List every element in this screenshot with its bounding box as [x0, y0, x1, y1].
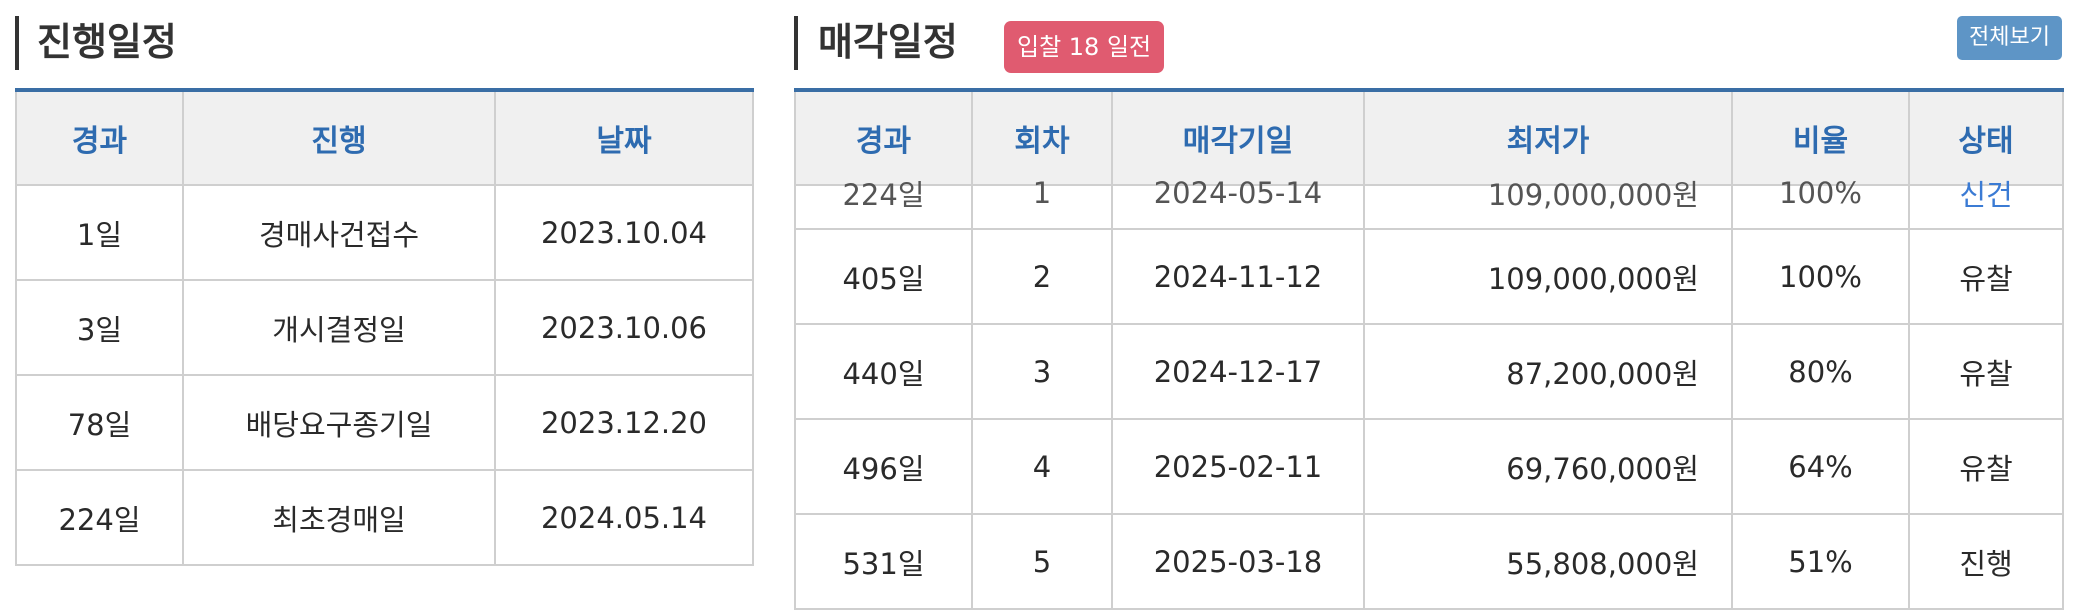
cell-date: 2023.12.20 [494, 374, 754, 471]
cell-ratio: 51% [1731, 513, 1910, 610]
cell-date: 2023.10.04 [494, 184, 754, 281]
cell-status: 유찰 [1908, 418, 2064, 515]
title-accent-bar [794, 16, 798, 70]
cell-status: 유찰 [1908, 228, 2064, 325]
table-row: 224일 최초경매일 2024.05.14 [15, 469, 754, 566]
cell-elapsed-text: 224일 [842, 178, 925, 212]
cell-event: 경매사건접수 [182, 184, 496, 281]
column-header-date: 날짜 [494, 90, 754, 186]
cell-elapsed: 3일 [15, 279, 184, 376]
progress-schedule-header: 진행일정 [15, 0, 752, 88]
cell-elapsed: 224일 [794, 178, 973, 230]
cell-round: 4 [971, 418, 1113, 515]
cell-sale-date: 2024-12-17 [1111, 323, 1365, 420]
cell-ratio: 100% [1731, 176, 1910, 230]
cell-event: 배당요구종기일 [182, 374, 496, 471]
cell-sale-date: 2024-11-12 [1111, 228, 1365, 325]
cell-status: 진행 [1908, 513, 2064, 610]
progress-schedule-table: 경과 진행 날짜 1일 경매사건접수 2023.10.04 3일 개시결정일 2… [15, 88, 754, 566]
sale-schedule-panel: 매각일정 입찰 18 일전 전체보기 경과 회차 매각기일 최저가 비율 상태 [794, 0, 2064, 610]
cell-minimum-price-text: 109,000,000원 [1487, 178, 1699, 212]
column-header-ratio: 비율 [1731, 90, 1910, 186]
column-header-status: 상태 [1908, 90, 2064, 186]
column-header-elapsed: 경과 [15, 90, 184, 186]
table-header-row: 경과 회차 매각기일 최저가 비율 상태 [794, 90, 2064, 186]
cell-event: 개시결정일 [182, 279, 496, 376]
cell-elapsed: 78일 [15, 374, 184, 471]
sale-schedule-scroll-area[interactable]: 경과 회차 매각기일 최저가 비율 상태 224일 1 2024-05-14 1… [794, 88, 2064, 610]
cell-date: 2024.05.14 [494, 469, 754, 566]
column-header-round: 회차 [971, 90, 1113, 186]
bid-countdown-badge: 입찰 18 일전 [1004, 21, 1165, 73]
table-row: 405일 2 2024-11-12 109,000,000원 100% 유찰 [794, 228, 2064, 325]
cell-minimum-price: 87,200,000원 [1363, 323, 1733, 420]
cell-status-text: 신건 [1959, 178, 2013, 212]
column-header-sale-date: 매각기일 [1111, 90, 1365, 186]
table-row: 531일 5 2025-03-18 55,808,000원 51% 진행 [794, 513, 2064, 610]
column-header-event: 진행 [182, 90, 496, 186]
cell-elapsed: 440일 [794, 323, 973, 420]
cell-elapsed: 531일 [794, 513, 973, 610]
cell-elapsed: 496일 [794, 418, 973, 515]
progress-schedule-panel: 진행일정 경과 진행 날짜 1일 경매사건접수 2023.10.04 3일 개시… [15, 0, 754, 566]
cell-minimum-price: 55,808,000원 [1363, 513, 1733, 610]
cell-round: 2 [971, 228, 1113, 325]
title-accent-bar [15, 16, 19, 70]
cell-minimum-price: 69,760,000원 [1363, 418, 1733, 515]
cell-minimum-price: 109,000,000원 [1363, 178, 1733, 230]
cell-round: 1 [971, 176, 1113, 230]
sale-schedule-title: 매각일정 [818, 20, 958, 64]
column-header-elapsed: 경과 [794, 90, 973, 186]
sale-schedule-header: 매각일정 입찰 18 일전 전체보기 [794, 0, 2062, 88]
cell-elapsed: 405일 [794, 228, 973, 325]
cell-sale-date: 2025-03-18 [1111, 513, 1365, 610]
cell-sale-date: 2024-05-14 [1111, 176, 1365, 230]
cell-round: 5 [971, 513, 1113, 610]
column-header-minimum-price: 최저가 [1363, 90, 1733, 186]
cell-round-text: 1 [1032, 176, 1052, 210]
cell-ratio: 64% [1731, 418, 1910, 515]
table-header-row: 경과 진행 날짜 [15, 90, 754, 186]
cell-ratio: 100% [1731, 228, 1910, 325]
cell-ratio: 80% [1731, 323, 1910, 420]
table-row: 3일 개시결정일 2023.10.06 [15, 279, 754, 376]
cell-sale-date-text: 2024-05-14 [1153, 176, 1323, 210]
cell-event: 최초경매일 [182, 469, 496, 566]
cell-minimum-price: 109,000,000원 [1363, 228, 1733, 325]
cell-elapsed: 224일 [15, 469, 184, 566]
cell-ratio-text: 100% [1779, 176, 1862, 210]
sale-schedule-table: 경과 회차 매각기일 최저가 비율 상태 224일 1 2024-05-14 1… [794, 88, 2064, 610]
table-row: 496일 4 2025-02-11 69,760,000원 64% 유찰 [794, 418, 2064, 515]
cell-status: 신건 [1908, 178, 2064, 230]
cell-sale-date: 2025-02-11 [1111, 418, 1365, 515]
view-all-button[interactable]: 전체보기 [1957, 16, 2062, 60]
cell-elapsed: 1일 [15, 184, 184, 281]
table-row: 440일 3 2024-12-17 87,200,000원 80% 유찰 [794, 323, 2064, 420]
table-row-partial: 224일 1 2024-05-14 109,000,000원 100% 신건 [794, 176, 2064, 230]
cell-round: 3 [971, 323, 1113, 420]
progress-schedule-title: 진행일정 [37, 20, 177, 64]
cell-date: 2023.10.06 [494, 279, 754, 376]
cell-status: 유찰 [1908, 323, 2064, 420]
table-row: 78일 배당요구종기일 2023.12.20 [15, 374, 754, 471]
table-row: 1일 경매사건접수 2023.10.04 [15, 184, 754, 281]
